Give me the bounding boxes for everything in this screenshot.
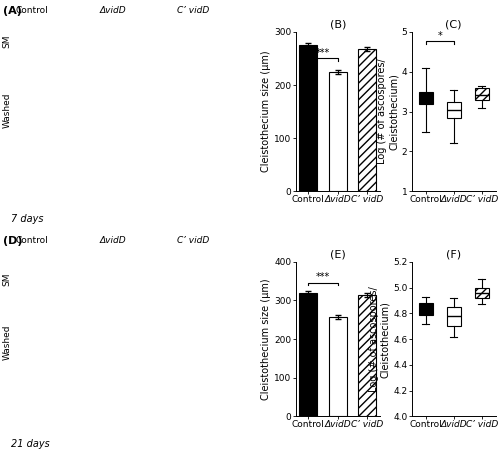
Bar (358, 295, 376, 416)
Title: (B): (B) (330, 20, 346, 30)
PathPatch shape (446, 307, 461, 326)
Bar (358, 49, 376, 191)
Y-axis label: Cleistothecium size (μm): Cleistothecium size (μm) (262, 51, 272, 172)
Text: (D): (D) (2, 236, 22, 246)
Y-axis label: Log (# of ascospores/
Cleistothecium): Log (# of ascospores/ Cleistothecium) (368, 286, 390, 392)
Title: (C): (C) (446, 20, 462, 30)
Text: Washed: Washed (2, 93, 12, 128)
PathPatch shape (418, 91, 432, 104)
Text: Washed: Washed (2, 325, 12, 360)
Bar (329, 72, 346, 191)
Y-axis label: Log (# of ascospores/
Cleistothecium): Log (# of ascospores/ Cleistothecium) (377, 59, 399, 164)
PathPatch shape (418, 303, 432, 314)
Bar (329, 317, 346, 416)
Text: C’ vidD: C’ vidD (177, 236, 209, 245)
Y-axis label: Cleistothecium size (μm): Cleistothecium size (μm) (262, 278, 272, 400)
Title: (F): (F) (446, 250, 462, 260)
Text: Control: Control (16, 236, 48, 245)
Text: *: * (438, 30, 442, 40)
Text: 7 days: 7 days (10, 214, 43, 224)
Text: SM: SM (2, 35, 12, 48)
Text: ***: *** (316, 48, 330, 58)
Text: ΔvidD: ΔvidD (99, 236, 126, 245)
Text: (A): (A) (2, 6, 22, 16)
PathPatch shape (475, 288, 489, 298)
PathPatch shape (446, 101, 461, 117)
Title: (E): (E) (330, 250, 345, 260)
Text: ***: *** (316, 273, 330, 283)
Text: Control: Control (16, 6, 48, 15)
Bar (300, 293, 317, 416)
PathPatch shape (475, 88, 489, 100)
Text: ΔvidD: ΔvidD (99, 6, 126, 15)
Text: C’ vidD: C’ vidD (177, 6, 209, 15)
Text: 21 days: 21 days (10, 440, 50, 450)
Text: SM: SM (2, 273, 12, 286)
Bar (300, 45, 317, 191)
